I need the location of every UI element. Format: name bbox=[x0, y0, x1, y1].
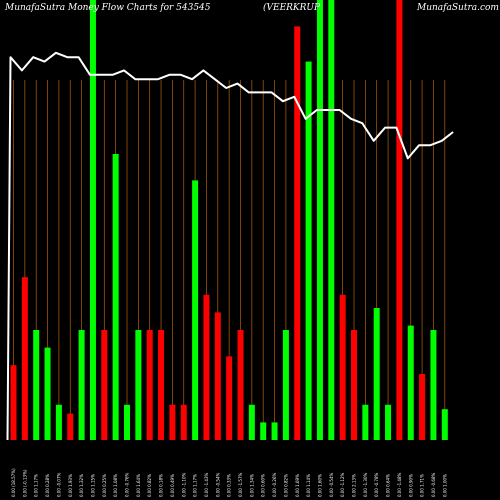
x-tick-label: 0.00 2.13% bbox=[352, 474, 357, 497]
x-tick-label: 0.00 0.82% bbox=[147, 474, 152, 497]
x-tick-label: 0.00 0.33% bbox=[227, 474, 232, 497]
bar-8 bbox=[89, 0, 96, 440]
bar-34 bbox=[385, 404, 392, 440]
bar-21 bbox=[237, 330, 244, 440]
x-tick-label: 0.00 -1.30% bbox=[363, 472, 368, 497]
x-tick-label: 0.00 1.15% bbox=[90, 474, 95, 497]
bar-11 bbox=[124, 404, 130, 440]
bar-5 bbox=[55, 404, 62, 440]
bar-28 bbox=[316, 0, 323, 440]
x-tick-label: 0.00 1.64% bbox=[136, 474, 141, 497]
x-tick-label: 0.00 (18.57%) bbox=[11, 468, 16, 497]
x-tick-label: 0.00 -1.43% bbox=[204, 472, 209, 497]
bar-1 bbox=[10, 365, 17, 440]
x-tick-label: 0.00 -0.78% bbox=[374, 472, 379, 497]
x-tick-label: 0.00 1.14% bbox=[306, 474, 311, 497]
x-tick-label: 0.00 1.32% bbox=[79, 474, 84, 497]
x-tick-label: 0.00 1.17% bbox=[34, 474, 39, 497]
bar-12 bbox=[135, 330, 142, 440]
x-tick-labels: 0.00 (18.57%) 0.00 (-0.13%) 0.00 1.17% 0.00… bbox=[11, 468, 447, 497]
x-tick-label: 0.00 -1.48% bbox=[397, 472, 402, 497]
x-tick-label: 0.00 1.17% bbox=[193, 474, 198, 497]
chart-symbol: (VEERKRUP bbox=[263, 2, 321, 13]
bar-10 bbox=[112, 154, 119, 440]
x-tick-label: 0.00 0.18% bbox=[159, 474, 164, 497]
x-tick-label: 0.00 -0.68% bbox=[431, 472, 436, 497]
x-tick-label: 0.00 1.00% bbox=[442, 474, 447, 497]
x-tick-label: 0.00 1.60% bbox=[317, 474, 322, 497]
bar-24 bbox=[271, 422, 278, 440]
bar-series bbox=[10, 0, 448, 441]
x-tick-label: 0.00 -1.10% bbox=[181, 472, 186, 497]
x-tick-label: 0.00 1.08% bbox=[113, 474, 118, 497]
bar-15 bbox=[169, 404, 176, 440]
bar-4 bbox=[44, 347, 51, 440]
bar-2 bbox=[21, 277, 28, 440]
x-tick-label: 0.00 0.82% bbox=[283, 474, 288, 497]
x-tick-label: 0.00 1.71% bbox=[420, 474, 425, 497]
x-tick-label: 0.00 0.28% bbox=[45, 474, 50, 497]
bar-36 bbox=[407, 325, 414, 440]
bar-31 bbox=[351, 330, 357, 440]
bar-26 bbox=[294, 26, 301, 441]
bar-23 bbox=[260, 422, 267, 440]
x-tick-label: 0.00 0.90% bbox=[408, 474, 413, 497]
x-tick-label: 0.00 -1.57% bbox=[238, 472, 243, 497]
x-tick-label: 0.00 -1.12% bbox=[340, 472, 345, 497]
x-tick-label: 0.00 -0.07% bbox=[56, 472, 61, 497]
bar-32 bbox=[362, 404, 369, 440]
bar-37 bbox=[419, 374, 426, 440]
chart-title: MunafaSutra Money Flow Charts for 543545 bbox=[4, 3, 211, 13]
bar-9 bbox=[101, 330, 108, 440]
x-tick-label: 0.00 -0.54% bbox=[329, 472, 334, 497]
x-tick-label: 0.00 1.34% bbox=[249, 474, 254, 497]
x-tick-label: 0.00 1.69% bbox=[295, 474, 300, 497]
x-tick-label: 0.00 0.25% bbox=[102, 474, 107, 497]
site-watermark: MunafaSutra.com bbox=[416, 3, 499, 13]
x-tick-label: 0.00 1.93% bbox=[68, 474, 73, 497]
bar-30 bbox=[339, 294, 346, 440]
bar-27 bbox=[305, 61, 312, 440]
bar-3 bbox=[33, 330, 40, 440]
bar-7 bbox=[78, 330, 85, 440]
x-tick-label: 0.00 0.49% bbox=[170, 474, 175, 497]
bar-19 bbox=[214, 312, 221, 440]
money-flow-line bbox=[6, 51, 454, 441]
bar-22 bbox=[248, 404, 255, 440]
x-tick-label: 0.00 -0.26% bbox=[272, 472, 277, 497]
bar-38 bbox=[430, 330, 437, 440]
bar-29 bbox=[328, 0, 335, 440]
x-tick-label: 0.00 (-0.13%) bbox=[22, 469, 27, 497]
bar-33 bbox=[373, 308, 380, 440]
bar-17 bbox=[192, 180, 199, 440]
bar-6 bbox=[67, 413, 74, 440]
bar-18 bbox=[203, 294, 210, 440]
bar-35 bbox=[396, 0, 403, 440]
bar-20 bbox=[226, 356, 233, 440]
bar-14 bbox=[158, 330, 165, 440]
x-tick-label: 0.00 -0.54% bbox=[215, 472, 220, 497]
bar-13 bbox=[146, 330, 153, 440]
bar-39 bbox=[441, 409, 448, 440]
x-tick-label: 0.00 -0.76% bbox=[125, 472, 130, 497]
bar-25 bbox=[282, 330, 289, 440]
bar-16 bbox=[180, 404, 187, 440]
line-series bbox=[6, 51, 454, 441]
x-tick-label: 0.00 0.60% bbox=[261, 474, 266, 497]
x-tick-label: 0.00 0.64% bbox=[386, 474, 391, 497]
